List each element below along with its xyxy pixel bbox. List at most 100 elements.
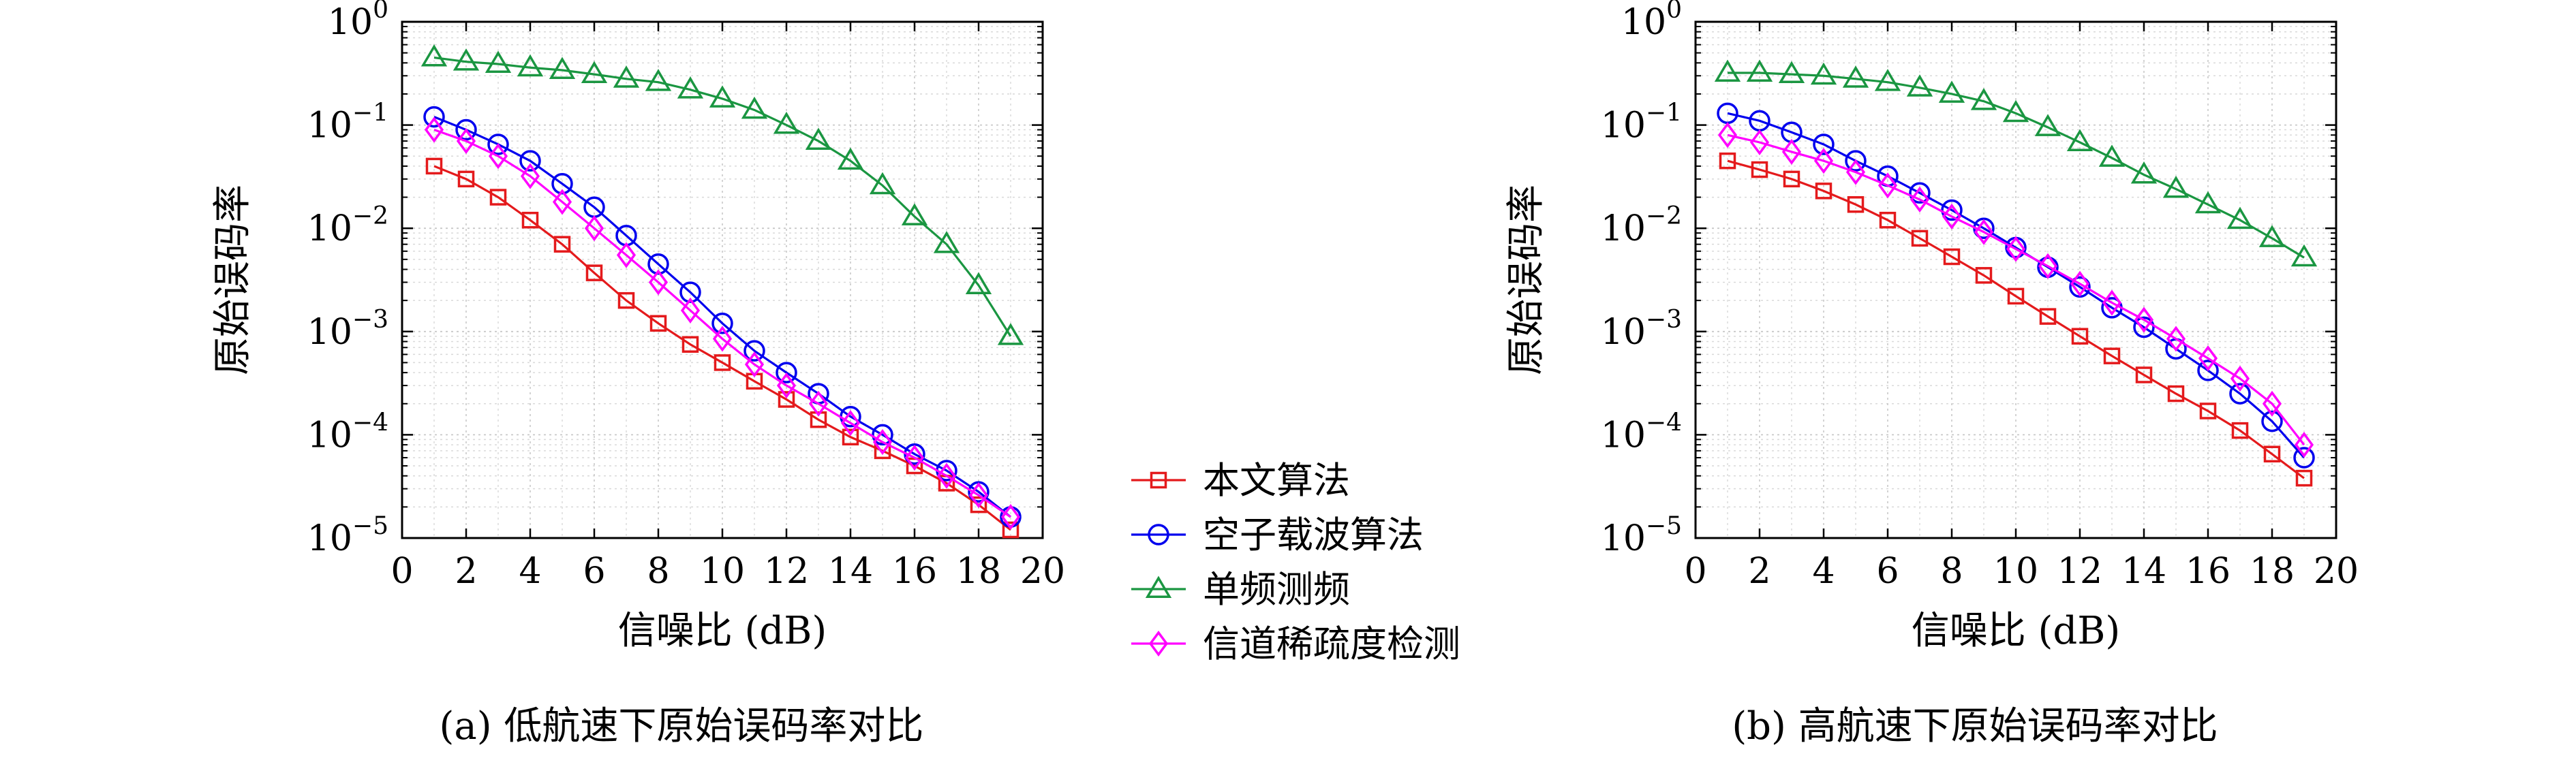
data-point xyxy=(837,147,864,170)
data-point xyxy=(1942,203,1962,230)
data-point xyxy=(2166,326,2186,352)
data-point xyxy=(2134,306,2154,333)
data-point xyxy=(420,44,448,67)
data-point xyxy=(744,351,765,378)
x-axis-label: 信噪比 (dB) xyxy=(618,609,827,653)
data-point xyxy=(2230,365,2250,392)
data-point xyxy=(936,462,957,489)
x-tick-label: 8 xyxy=(1940,551,1963,592)
x-axis: 0 2 4 6 8 10 12 14 16 18 20 xyxy=(1684,22,2359,592)
data-point xyxy=(2135,366,2153,383)
data-point xyxy=(778,391,795,408)
y-tick-base: 10 xyxy=(1601,518,1646,559)
data-point xyxy=(677,76,704,99)
data-point xyxy=(2102,289,2122,316)
data-point xyxy=(1815,183,1833,200)
data-point xyxy=(714,354,731,371)
data-point xyxy=(645,69,672,91)
data-point xyxy=(1970,88,1997,110)
data-point xyxy=(2194,191,2222,214)
x-tick-label: 6 xyxy=(583,551,605,592)
data-point xyxy=(712,326,733,352)
data-point xyxy=(681,336,699,353)
data-point xyxy=(1879,211,1897,229)
data-point xyxy=(741,96,768,119)
data-point xyxy=(2290,244,2318,267)
y-tick-label: 10−3 xyxy=(1601,306,1682,353)
data-point xyxy=(1845,159,1866,185)
legend-marker xyxy=(1148,524,1169,546)
data-point xyxy=(2006,236,2026,262)
data-point xyxy=(1941,199,1963,221)
series-3 xyxy=(424,116,1021,531)
data-point xyxy=(456,128,476,155)
x-tick-label: 20 xyxy=(2314,551,2359,592)
series-line xyxy=(433,165,1011,531)
x-tick-label: 2 xyxy=(1748,551,1770,592)
data-point xyxy=(519,150,541,172)
data-point xyxy=(1847,196,1865,213)
data-point xyxy=(2293,447,2315,469)
data-point xyxy=(2226,206,2254,230)
data-point xyxy=(2039,308,2057,325)
data-point xyxy=(1938,80,1965,103)
y-tick-base: 10 xyxy=(307,518,352,559)
y-tick-base: 10 xyxy=(307,312,352,353)
y-axis-label: 原始误码率 xyxy=(211,185,255,375)
x-axis: 0 2 4 6 8 10 12 14 16 18 20 xyxy=(390,22,1065,592)
data-point xyxy=(2007,287,2025,305)
data-point xyxy=(2038,253,2058,279)
data-point xyxy=(1813,133,1835,155)
x-tick-label: 14 xyxy=(2121,551,2166,592)
data-point xyxy=(584,215,604,242)
series-0 xyxy=(425,157,1019,539)
legend-entry: 信道稀疏度检测 xyxy=(1131,622,1460,665)
y-tick-exponent: −5 xyxy=(352,512,388,540)
data-point xyxy=(773,112,800,134)
data-point xyxy=(1717,122,1738,148)
data-point xyxy=(904,444,925,471)
data-point xyxy=(2198,345,2218,372)
data-point xyxy=(872,429,893,456)
y-tick-base: 10 xyxy=(1601,312,1646,353)
panel-caption: (a) 低航速下原始误码率对比 xyxy=(440,704,924,748)
data-point xyxy=(810,411,827,428)
data-point xyxy=(2098,144,2126,167)
data-point xyxy=(776,373,797,399)
y-tick-label: 10−4 xyxy=(307,409,388,456)
x-tick-label: 20 xyxy=(1020,551,1065,592)
data-point xyxy=(1975,267,1993,284)
x-tick-label: 0 xyxy=(1684,551,1706,592)
y-tick-base: 10 xyxy=(307,415,352,456)
y-tick-exponent: −5 xyxy=(1646,512,1682,540)
y-tick-label: 10−2 xyxy=(1601,202,1682,249)
x-tick-label: 18 xyxy=(2250,551,2295,592)
series-line xyxy=(433,56,1012,337)
data-point xyxy=(970,496,987,514)
series-3 xyxy=(1717,122,2314,458)
data-point xyxy=(2261,410,2283,432)
y-tick-exponent: −2 xyxy=(1646,202,1682,230)
data-point xyxy=(1909,182,1931,204)
data-point xyxy=(1877,172,1898,199)
legend-label: 本文算法 xyxy=(1203,459,1350,502)
x-tick-label: 16 xyxy=(892,551,937,592)
series-0 xyxy=(1719,152,2313,487)
y-tick-base: 10 xyxy=(1601,106,1646,146)
data-point xyxy=(517,54,544,77)
data-point xyxy=(1749,129,1770,156)
data-point xyxy=(648,269,669,296)
y-tick-base: 10 xyxy=(307,106,352,146)
y-tick-exponent: −4 xyxy=(1646,409,1682,437)
data-point xyxy=(1974,219,1994,245)
data-point xyxy=(520,163,540,189)
x-tick-label: 10 xyxy=(700,551,745,592)
y-tick-label: 100 xyxy=(328,0,388,43)
data-point xyxy=(1781,138,1802,165)
data-point xyxy=(647,253,669,275)
data-point xyxy=(1911,230,1929,247)
y-tick-label: 10−3 xyxy=(307,306,388,353)
y-tick-base: 10 xyxy=(1601,415,1646,456)
data-point xyxy=(872,424,893,446)
